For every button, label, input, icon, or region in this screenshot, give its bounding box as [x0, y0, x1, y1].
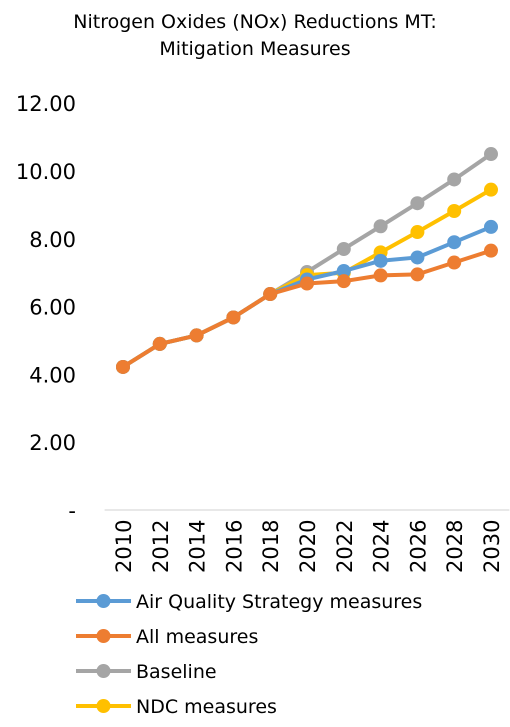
data-point — [373, 219, 388, 234]
y-tick-label: - — [68, 499, 76, 523]
data-point — [410, 267, 425, 282]
x-tick-label: 2012 — [149, 520, 173, 573]
x-tick-label: 2010 — [112, 520, 136, 573]
legend-item: Air Quality Strategy measures — [76, 591, 422, 613]
data-point — [484, 243, 498, 258]
chart-title: Nitrogen Oxides (NOx) Reductions MT: — [73, 11, 436, 33]
data-point — [336, 274, 351, 289]
legend-swatch-marker — [96, 699, 111, 713]
y-tick-label: 4.00 — [29, 363, 76, 387]
data-point — [410, 196, 425, 211]
legend-swatch-marker — [96, 664, 111, 678]
y-axis-ticks: - 2.00 4.00 6.00 8.00 10.00 12.00 — [16, 92, 76, 523]
x-tick-label: 2016 — [222, 520, 246, 573]
legend-label: All measures — [136, 626, 258, 648]
data-point — [116, 359, 130, 374]
data-point — [410, 250, 425, 265]
data-point — [447, 204, 462, 219]
y-tick-label: 10.00 — [16, 160, 76, 184]
legend-item: Baseline — [76, 661, 217, 683]
chart-subtitle: Mitigation Measures — [159, 38, 350, 60]
data-point — [447, 255, 462, 270]
data-point — [152, 336, 167, 351]
y-tick-label: 6.00 — [29, 296, 76, 320]
legend-item: All measures — [76, 626, 258, 648]
legend-item: NDC measures — [76, 696, 277, 718]
series-air-quality-strategy-measures — [116, 219, 498, 374]
x-tick-label: 2024 — [370, 520, 394, 573]
data-point — [226, 310, 241, 325]
series-line — [121, 224, 493, 369]
series-line — [121, 152, 493, 369]
legend-label: NDC measures — [136, 696, 277, 718]
data-point — [410, 225, 425, 240]
data-point — [484, 219, 498, 234]
legend: Air Quality Strategy measures All measure… — [76, 591, 422, 718]
x-tick-label: 2022 — [333, 520, 357, 573]
x-tick-label: 2030 — [480, 520, 504, 573]
series-group — [116, 147, 498, 374]
data-point — [484, 147, 498, 162]
x-axis-ticks: 2010 2012 2014 2016 2018 2020 2022 2024 2026 2028… — [112, 520, 504, 573]
x-tick-label: 2020 — [296, 520, 320, 573]
data-point — [484, 182, 498, 197]
legend-label: Baseline — [136, 661, 217, 683]
y-tick-label: 8.00 — [29, 228, 76, 252]
legend-label: Air Quality Strategy measures — [136, 591, 422, 613]
x-tick-label: 2028 — [443, 520, 467, 573]
x-tick-label: 2026 — [406, 520, 430, 573]
data-point — [447, 235, 462, 250]
legend-swatch-marker — [96, 594, 111, 608]
x-tick-label: 2014 — [186, 520, 210, 573]
data-point — [189, 328, 204, 343]
data-point — [447, 172, 462, 187]
data-point — [336, 264, 351, 279]
series-all-measures — [116, 243, 498, 374]
data-point — [300, 276, 314, 291]
x-tick-label: 2018 — [259, 520, 283, 573]
data-point — [336, 241, 351, 256]
y-tick-label: 12.00 — [16, 92, 76, 116]
data-point — [263, 287, 278, 302]
legend-swatch-marker — [96, 629, 111, 643]
y-tick-label: 2.00 — [29, 431, 76, 455]
data-point — [373, 268, 388, 283]
data-point — [373, 253, 388, 268]
